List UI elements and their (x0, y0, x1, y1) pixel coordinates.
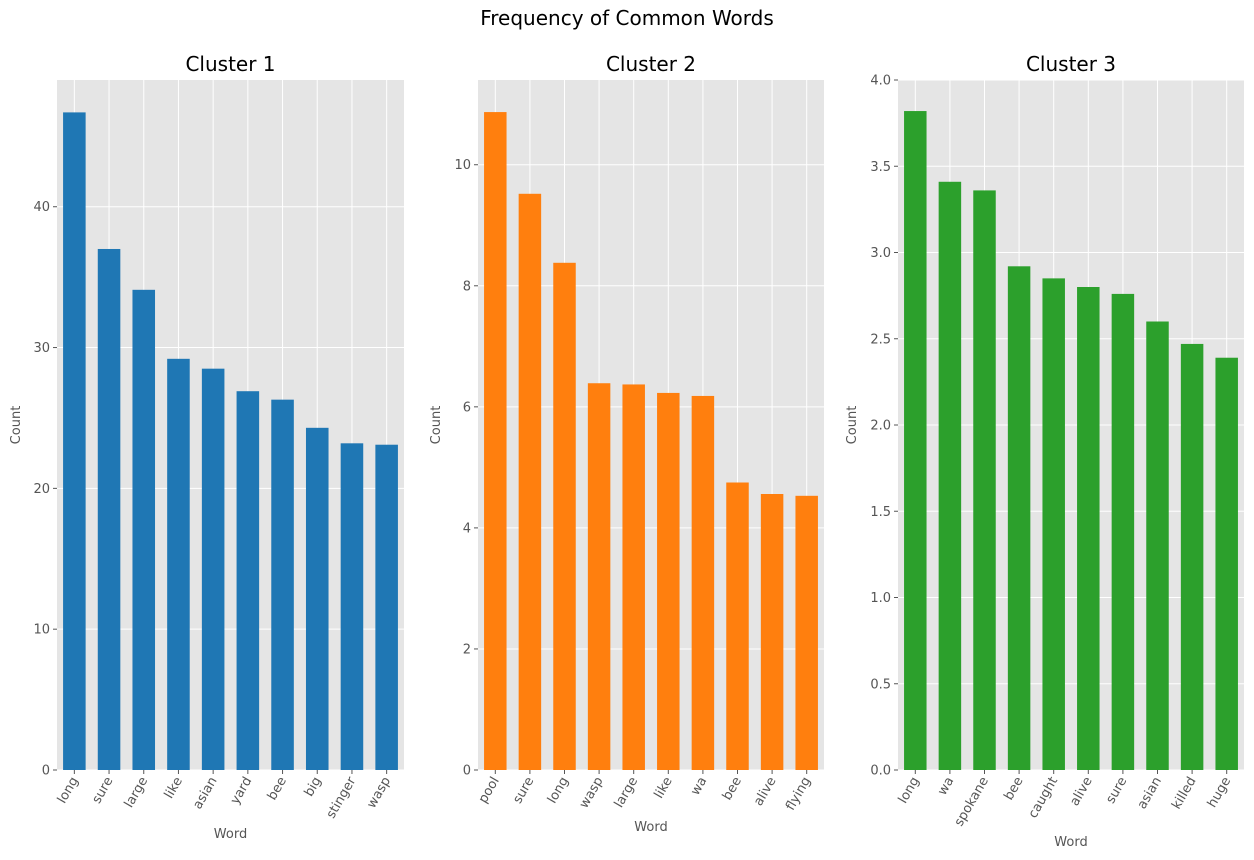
bar-big (305, 427, 329, 770)
panel-title: Cluster 2 (606, 52, 696, 76)
xtick-label: bee (1001, 775, 1026, 804)
bar-alive (1077, 287, 1100, 770)
x-axis-label: Word (214, 827, 247, 842)
bar-asian (1146, 321, 1169, 770)
xtick-label: wasp (577, 775, 607, 812)
bar-wasp (587, 383, 611, 770)
xtick-label: like (162, 775, 186, 802)
panel-title: Cluster 1 (185, 52, 275, 76)
xtick-label: like (652, 775, 676, 802)
xtick-label: wasp (364, 775, 394, 812)
x-axis-label: Word (634, 820, 667, 835)
ytick-label: 0.0 (870, 764, 891, 779)
ytick-label: 4.0 (870, 74, 891, 89)
xtick-label: asian (1135, 775, 1165, 812)
y-axis-label: Count (9, 406, 24, 445)
xtick-label: big (302, 775, 325, 800)
bar-asian (201, 368, 225, 770)
xtick-label: caught (1026, 775, 1061, 821)
bar-sure (518, 193, 542, 770)
bar-sure (1111, 293, 1135, 770)
bar-sure (97, 248, 121, 770)
x-axis-label: Word (1054, 835, 1087, 850)
ytick-label: 2.5 (870, 332, 891, 347)
bar-large (132, 289, 156, 770)
ytick-label: 3.0 (870, 246, 891, 261)
ytick-label: 10 (33, 623, 50, 638)
bar-pool (484, 112, 507, 770)
ytick-label: 3.5 (870, 160, 891, 175)
bar-bee (726, 482, 749, 770)
ytick-label: 20 (33, 482, 50, 497)
bar-alive (760, 494, 784, 770)
bar-killed (1180, 343, 1204, 770)
y-axis-label: Count (429, 406, 444, 445)
ytick-label: 2 (463, 642, 471, 657)
bar-wa (691, 395, 715, 770)
bar-caught (1042, 278, 1065, 770)
xtick-label: large (612, 775, 641, 811)
xtick-label: yard (228, 775, 256, 808)
xtick-label: alive (751, 775, 779, 809)
bar-like (167, 358, 190, 770)
bar-long (63, 112, 86, 770)
xtick-label: spokane (952, 775, 992, 830)
ytick-label: 6 (463, 400, 471, 415)
y-axis-label: Count (845, 406, 860, 445)
bar-wa (938, 181, 962, 770)
xtick-label: sure (510, 775, 537, 807)
ytick-label: 8 (463, 279, 471, 294)
xtick-label: large (122, 775, 151, 811)
chart-panel-3: 0.0 0.5 1.0 1.5 2.0 2.5 3.0 3.5 4.0 long waspokane… (845, 52, 1244, 850)
bar-long (553, 262, 576, 770)
xtick-label: bee (265, 775, 290, 804)
bar-stinger (340, 443, 364, 770)
bar-bee (271, 399, 294, 770)
ytick-label: 10 (454, 158, 471, 173)
ytick-label: 40 (33, 200, 50, 215)
xtick-label: long (896, 775, 923, 807)
xtick-label: bee (720, 775, 745, 804)
xtick-label: sure (1103, 775, 1130, 807)
xtick-label: flying (783, 775, 814, 814)
xtick-label: long (55, 775, 82, 807)
ytick-label: 1.5 (870, 505, 891, 520)
ytick-label: 0 (463, 764, 471, 779)
panel-title: Cluster 3 (1026, 52, 1116, 76)
ytick-label: 0 (42, 764, 50, 779)
chart-panel-1: 0 10 20 30 40 long sure large like asian yard bee bi… (9, 52, 404, 842)
xtick-label: wa (688, 775, 710, 799)
ytick-label: 1.0 (870, 591, 891, 606)
bar-flying (795, 495, 818, 770)
bar-long (904, 111, 927, 771)
ytick-label: 4 (463, 521, 471, 536)
bar-yard (236, 391, 260, 770)
ytick-label: 2.0 (870, 419, 891, 434)
xtick-label: long (545, 775, 572, 807)
xtick-label: huge (1205, 775, 1234, 811)
figure-title: Frequency of Common Words (480, 6, 774, 30)
xtick-label: stinger (324, 774, 360, 821)
bar-huge (1215, 357, 1238, 770)
ytick-label: 30 (33, 341, 50, 356)
ytick-label: 0.5 (870, 677, 891, 692)
xtick-label: wa (935, 775, 957, 799)
bar-large (622, 384, 645, 770)
xtick-label: sure (89, 775, 116, 807)
bar-bee (1007, 266, 1031, 770)
bar-wasp (375, 444, 398, 770)
bar-spokane (973, 190, 996, 770)
xtick-label: pool (476, 775, 503, 807)
bar-like (657, 392, 680, 770)
xtick-label: alive (1067, 775, 1095, 809)
chart-panel-2: 0 2 4 6 8 10 pool sure long wasp large like wa bee ali… (429, 52, 824, 835)
xtick-label: killed (1169, 775, 1199, 812)
xtick-label: asian (190, 775, 220, 812)
